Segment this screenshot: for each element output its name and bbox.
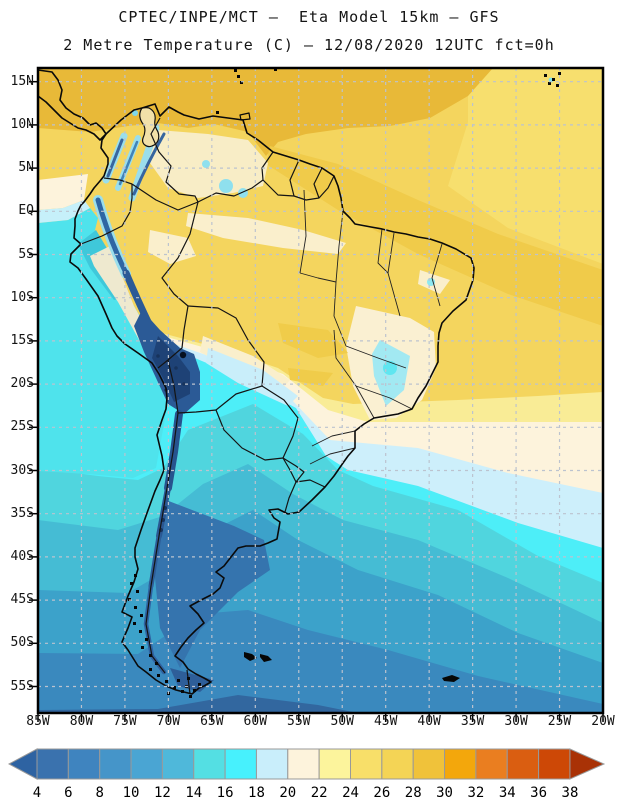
- colorbar-tick-label: 10: [123, 785, 140, 800]
- title-line-1: CPTEC/INPE/MCT – Eta Model 15km – GFS: [118, 8, 500, 26]
- colorbar-tick-label: 36: [530, 785, 547, 800]
- lat-tick-label: 5N: [18, 160, 34, 176]
- lon-tick-label: 20W: [591, 714, 615, 729]
- map-frame: [36, 66, 605, 715]
- colorbar-tick-label: 4: [33, 785, 41, 800]
- country-borders: [80, 117, 335, 695]
- colorbar-box: [475, 748, 508, 780]
- coastline: [38, 69, 475, 695]
- colorbar-box: [444, 748, 477, 780]
- lat-tick-label: 5S: [18, 246, 34, 262]
- lon-tick-label: 30W: [504, 714, 528, 729]
- lon-tick-label: 70W: [156, 714, 181, 729]
- colorbar-box: [36, 748, 69, 780]
- lat-tick-label: 10S: [10, 289, 34, 305]
- colorbar-tick-label: 14: [185, 785, 202, 800]
- colorbar-box: [506, 748, 540, 780]
- colorbar-box: [255, 748, 289, 780]
- lon-tick-label: 35W: [460, 714, 485, 729]
- colorbar-right-arrow: [569, 748, 606, 780]
- colorbar-tick-label: 12: [154, 785, 171, 800]
- lon-tick-label: 50W: [330, 714, 354, 729]
- map-area: [26, 56, 615, 725]
- colorbar-tick-label: 34: [499, 785, 516, 800]
- lat-tick-label: 40S: [10, 548, 34, 564]
- title-line-2: 2 Metre Temperature (C) – 12/08/2020 12U…: [63, 36, 555, 54]
- lon-tick-label: 40W: [417, 714, 441, 729]
- colorbar-box: [287, 748, 320, 780]
- colorbar-tick-label: 6: [64, 785, 72, 800]
- colorbar-box: [67, 748, 101, 780]
- colorbar-box: [318, 748, 351, 780]
- colorbar-box: [193, 748, 226, 780]
- temperature-map: [29, 66, 605, 722]
- lon-tick-label: 60W: [243, 714, 268, 729]
- colorbar-tick-label: 24: [342, 785, 359, 800]
- colorbar-tick-label: 28: [405, 785, 422, 800]
- lon-tick-label: 85W: [26, 714, 50, 729]
- colorbar-box: [350, 748, 383, 780]
- colorbar-box: [381, 748, 414, 780]
- lat-tick-label: 15S: [10, 332, 34, 348]
- colorbar-box: [99, 748, 132, 780]
- lat-tick-label: 30S: [10, 462, 34, 478]
- colorbar-tick-label: 32: [467, 785, 484, 800]
- colorbar-tick-label: 16: [217, 785, 234, 800]
- lon-tick-label: 25W: [547, 714, 572, 729]
- colorbar-tick-label: 38: [562, 785, 579, 800]
- colorbar-tick-label: 30: [436, 785, 453, 800]
- lat-tick-label: 55S: [10, 678, 34, 694]
- colorbar-tick-label: 22: [311, 785, 328, 800]
- lat-tick-label: 35S: [10, 505, 34, 521]
- lat-tick-label: 15N: [10, 73, 34, 89]
- lon-tick-label: 55W: [287, 714, 311, 729]
- colorbar-box: [161, 748, 195, 780]
- grid-overlay: [38, 68, 603, 713]
- lat-tick-label: EQ: [18, 203, 34, 219]
- colorbar: 4 6 8 10 12 14 16 18 20 22 24 26 28 30 32 34 36 38: [8, 746, 610, 800]
- lon-tick-label: 80W: [69, 714, 94, 729]
- colorbar-box: [538, 748, 571, 780]
- colorbar-box: [130, 748, 163, 780]
- lat-tick-label: 25S: [10, 419, 34, 435]
- lat-tick-label: 45S: [10, 592, 34, 608]
- lon-tick-label: 45W: [373, 714, 398, 729]
- lat-tick-label: 50S: [10, 635, 34, 651]
- lat-tick-label: 20S: [10, 376, 34, 392]
- lon-tick-label: 75W: [113, 714, 137, 729]
- colorbar-box: [412, 748, 446, 780]
- colorbar-tick-label: 18: [248, 785, 265, 800]
- temperature-field: [38, 68, 603, 713]
- colorbar-box: [224, 748, 257, 780]
- colorbar-tick-label: 20: [279, 785, 296, 800]
- colorbar-svg: 4 6 8 10 12 14 16 18 20 22 24 26 28 30 32 34 36 38: [8, 748, 606, 800]
- lon-tick-label: 65W: [200, 714, 224, 729]
- lat-tick-label: 10N: [10, 116, 34, 132]
- colorbar-tick-label: 26: [373, 785, 390, 800]
- axis-ticks: [29, 80, 604, 722]
- state-borders: [299, 189, 443, 465]
- colorbar-left-arrow: [8, 748, 38, 780]
- colorbar-tick-label: 8: [95, 785, 103, 800]
